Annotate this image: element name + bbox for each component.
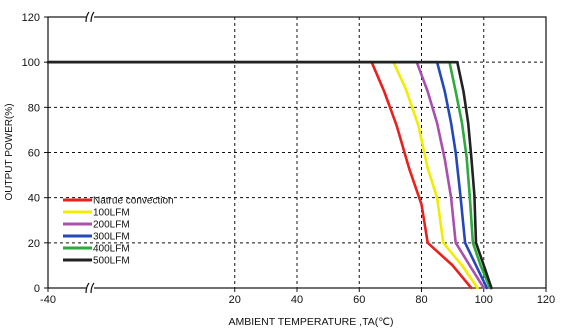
legend: Natrue convection100LFM200LFM300LFM400LF… [63, 196, 174, 267]
x-axis-break-bottom [85, 282, 95, 294]
axis-ticks: -40 20 40 60 80 100 120 0 20 40 60 80 100 120 [22, 12, 556, 306]
legend-label: 300LFM [93, 232, 130, 243]
y-tick-label: 80 [28, 102, 40, 114]
legend-item-300lfm: 300LFM [63, 232, 130, 243]
legend-item-400lfm: 400LFM [63, 244, 130, 255]
series-lines [46, 60, 493, 290]
x-axis-title: AMBIENT TEMPERATURE ,TA(℃) [228, 316, 393, 328]
series-line-100lfm [46, 60, 479, 290]
y-axis-title: OUTPUT POWER(%) [4, 103, 15, 200]
series-line-500lfm [46, 60, 493, 290]
x-tick-label: 100 [475, 294, 493, 306]
axis-breaks [85, 11, 95, 294]
y-tick-label: 120 [22, 12, 40, 24]
legend-item-natrue-convection: Natrue convection [63, 196, 174, 207]
legend-item-500lfm: 500LFM [63, 256, 130, 267]
y-tick-label: 100 [22, 57, 40, 69]
y-tick-label: 60 [28, 148, 40, 160]
x-tick-label: 60 [353, 294, 365, 306]
x-tick-label: 20 [229, 294, 241, 306]
x-axis-break-top [85, 11, 95, 23]
y-tick-label: 20 [28, 238, 40, 250]
series-line-400lfm [46, 60, 492, 290]
legend-label: 500LFM [93, 256, 130, 267]
series-line-natrue-convection [46, 60, 473, 290]
legend-label: Natrue convection [93, 196, 174, 207]
y-tick-label: 0 [34, 283, 40, 295]
legend-label: 100LFM [93, 208, 130, 219]
legend-item-100lfm: 100LFM [63, 208, 130, 219]
x-tick-label: 40 [291, 294, 303, 306]
legend-label: 400LFM [93, 244, 130, 255]
x-tick-label: 80 [415, 294, 427, 306]
legend-label: 200LFM [93, 220, 130, 231]
x-tick-label: -40 [40, 294, 56, 306]
x-tick-label: 120 [537, 294, 555, 306]
legend-item-200lfm: 200LFM [63, 220, 130, 231]
series-line-200lfm [46, 60, 486, 290]
y-tick-label: 40 [28, 193, 40, 205]
series-line-300lfm [46, 60, 489, 290]
